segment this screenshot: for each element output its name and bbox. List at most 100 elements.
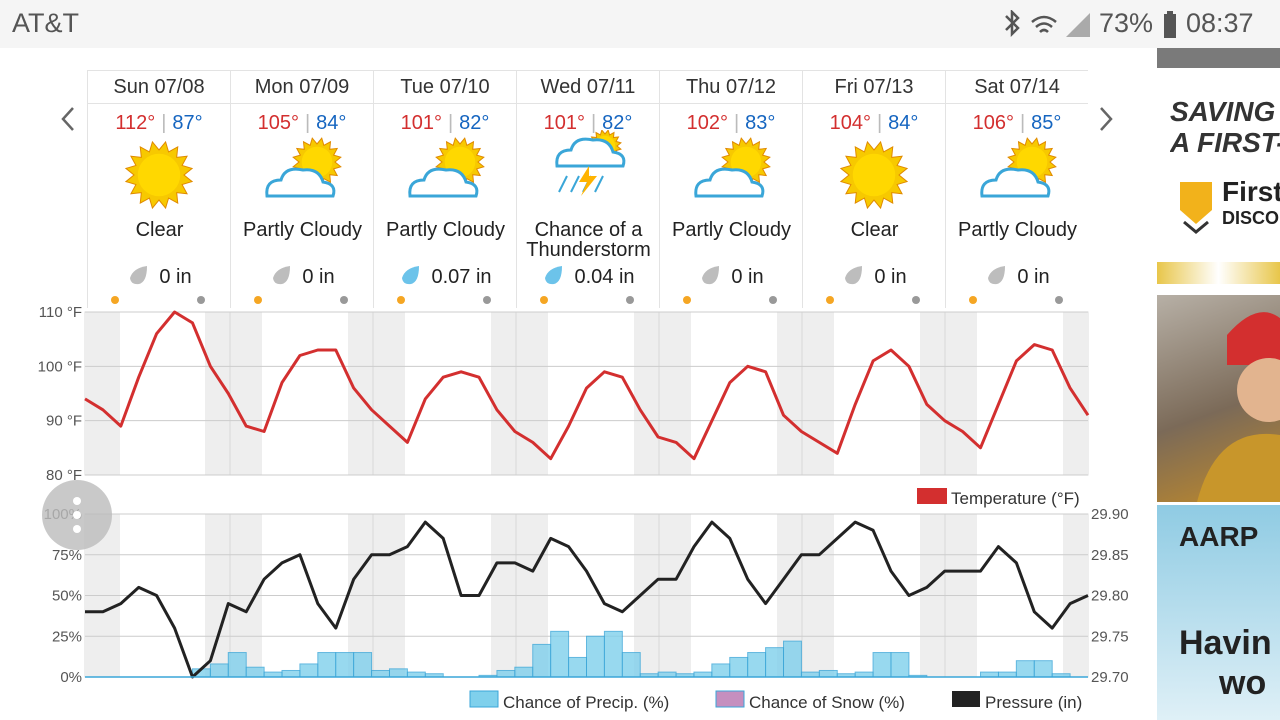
temps: 101° | 82° bbox=[517, 112, 659, 135]
precip-bar bbox=[1033, 660, 1053, 678]
precip-amount: 0 in bbox=[874, 266, 907, 288]
legend-label: Temperature (°F) bbox=[951, 489, 1080, 508]
drop bbox=[845, 266, 863, 285]
weather-icon bbox=[408, 137, 485, 198]
ad-tagline: Havin wo bbox=[1179, 623, 1272, 703]
precip-bar bbox=[729, 656, 749, 678]
weather-icon bbox=[555, 130, 626, 196]
precip-bar bbox=[621, 652, 641, 678]
condition: Partly Cloudy bbox=[672, 219, 791, 241]
day-label: Mon 07/09 bbox=[231, 70, 373, 104]
low-temp: 83° bbox=[745, 112, 776, 134]
precip-bar bbox=[603, 630, 623, 678]
night-band bbox=[920, 312, 977, 475]
ad-headline: SAVING L A FIRST-I bbox=[1170, 96, 1280, 166]
day-label: Tue 07/10 bbox=[374, 70, 516, 104]
tick-label: 29.85 bbox=[1091, 547, 1129, 564]
sun-moon-markers bbox=[397, 296, 491, 304]
ad-line: wo bbox=[1219, 664, 1267, 702]
precip-row: 0.07 in bbox=[374, 264, 517, 289]
precip-bar bbox=[335, 652, 355, 678]
weather-icon bbox=[265, 137, 342, 198]
prev-arrow[interactable] bbox=[55, 100, 85, 140]
weather-icon bbox=[980, 137, 1057, 198]
precip-bar bbox=[1015, 660, 1035, 678]
precip-bar bbox=[317, 652, 337, 678]
cloud bbox=[694, 167, 765, 198]
high-temp: 106° bbox=[972, 112, 1014, 134]
rain bbox=[558, 175, 604, 193]
tick-label: 75% bbox=[52, 547, 82, 564]
sunset bbox=[626, 296, 634, 304]
sun-moon-markers bbox=[111, 296, 205, 304]
separator: | bbox=[733, 112, 740, 134]
separator: | bbox=[161, 112, 167, 134]
floating-menu[interactable] bbox=[41, 479, 113, 551]
weather-icon bbox=[694, 137, 771, 198]
condition: Partly Cloudy bbox=[386, 219, 505, 241]
legend-swatch bbox=[917, 488, 947, 504]
clock: 08:37 bbox=[1186, 8, 1254, 38]
sun-core bbox=[137, 153, 181, 197]
precip-row: 0.04 in bbox=[517, 264, 660, 289]
tick-label: 29.90 bbox=[1091, 506, 1129, 523]
precip-bar bbox=[550, 630, 570, 678]
precip-bar bbox=[209, 663, 229, 678]
temps: 101° | 82° bbox=[374, 112, 516, 135]
sunrise bbox=[683, 296, 691, 304]
condition: Clear bbox=[850, 219, 899, 241]
drop bbox=[988, 266, 1006, 285]
weather-icon bbox=[124, 140, 194, 210]
sunset bbox=[1055, 296, 1063, 304]
precip-bar bbox=[872, 652, 892, 678]
ad-figure bbox=[1197, 312, 1280, 502]
precip-row: 0 in bbox=[946, 264, 1089, 289]
drop bbox=[130, 266, 148, 285]
day-label: Fri 07/13 bbox=[803, 70, 945, 104]
separator: | bbox=[590, 112, 597, 134]
low-temp: 84° bbox=[888, 112, 919, 134]
low-temp: 87° bbox=[172, 112, 203, 134]
separator: | bbox=[447, 112, 454, 134]
drop bbox=[402, 266, 420, 285]
precip-bar bbox=[765, 647, 785, 678]
sunrise bbox=[254, 296, 262, 304]
temps: 102° | 83° bbox=[660, 112, 802, 135]
precip-bar bbox=[299, 663, 319, 678]
cloud bbox=[408, 167, 479, 198]
tick-label: 29.70 bbox=[1091, 669, 1129, 686]
precip-bar bbox=[711, 663, 731, 678]
low-temp: 85° bbox=[1031, 112, 1062, 134]
ad-aarp: AARP Havin wo bbox=[1157, 505, 1280, 720]
precip-bar bbox=[514, 666, 534, 678]
night-band bbox=[777, 312, 834, 475]
high-temp: 105° bbox=[257, 112, 299, 134]
precip-bar bbox=[281, 669, 301, 678]
precip-drop bbox=[988, 266, 1006, 285]
sun-moon-markers bbox=[254, 296, 348, 304]
next-arrow[interactable] bbox=[1093, 100, 1123, 140]
high-temp: 104° bbox=[829, 112, 871, 134]
sunset bbox=[912, 296, 920, 304]
tick-label: 100 °F bbox=[38, 358, 82, 375]
tick-label: 80 °F bbox=[46, 467, 82, 484]
condition: Clear bbox=[135, 219, 184, 241]
separator: | bbox=[1019, 112, 1026, 134]
bolt bbox=[579, 166, 597, 196]
legend-swatch bbox=[952, 691, 980, 707]
low-temp: 82° bbox=[459, 112, 490, 134]
day-label: Thu 07/12 bbox=[660, 70, 802, 104]
tick-label: 25% bbox=[52, 628, 82, 645]
high-temp: 102° bbox=[686, 112, 728, 134]
sun-moon-markers bbox=[683, 296, 777, 304]
precip-bar bbox=[586, 635, 605, 678]
precip-amount: 0 in bbox=[302, 266, 335, 288]
status-icons bbox=[1005, 10, 1090, 38]
tick-label: 0% bbox=[60, 669, 82, 686]
tick-label: 110 °F bbox=[39, 304, 82, 321]
precip-amount: 0 in bbox=[1017, 266, 1050, 288]
sun-moon-markers bbox=[969, 296, 1063, 304]
precip-bar bbox=[747, 652, 767, 678]
precip-bar bbox=[496, 669, 516, 678]
sunrise bbox=[540, 296, 548, 304]
